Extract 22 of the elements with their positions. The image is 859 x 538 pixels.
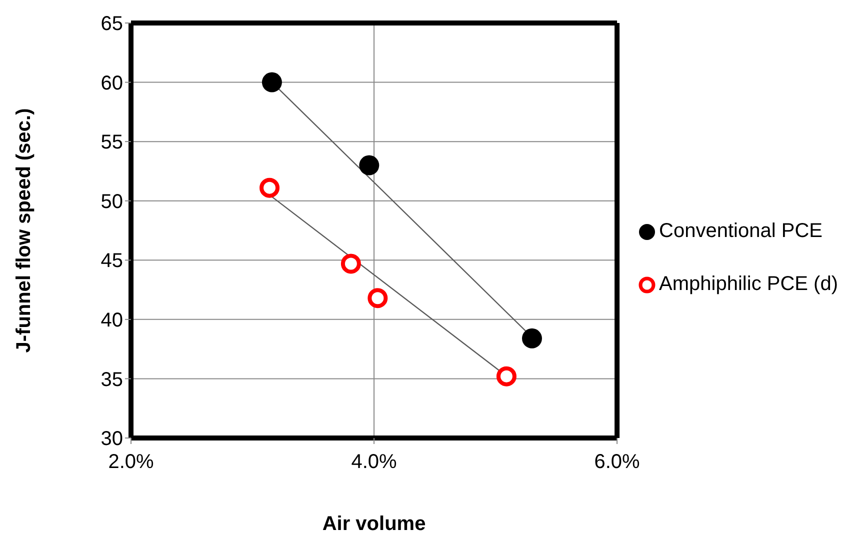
y-tick-label: 55 <box>100 132 123 154</box>
y-tick-label: 50 <box>100 190 123 213</box>
y-tick-label: 45 <box>100 250 123 272</box>
y-tick-label: 60 <box>100 72 123 94</box>
legend-label: Amphiphilic PCE (d) <box>659 273 838 296</box>
point <box>496 366 516 386</box>
y-tick-label: 65 <box>100 13 123 36</box>
point <box>340 254 361 274</box>
x-tick-label: 6.0% <box>594 451 640 474</box>
x-axis-title: Air volume <box>322 513 426 535</box>
y-tick-label: 35 <box>100 368 123 391</box>
legend-label: Conventional PCE <box>659 220 822 243</box>
point <box>368 288 388 308</box>
y-tick-label: 40 <box>100 310 123 332</box>
point <box>262 72 282 92</box>
y-axis-title: J-funnel flow speed (sec.) <box>13 108 36 353</box>
point <box>522 328 542 348</box>
x-tick-label: 2.0% <box>108 451 154 474</box>
y-tick-label: 30 <box>100 428 123 450</box>
point <box>260 178 280 198</box>
point <box>359 155 380 176</box>
x-tick-label: 4.0% <box>351 451 398 474</box>
